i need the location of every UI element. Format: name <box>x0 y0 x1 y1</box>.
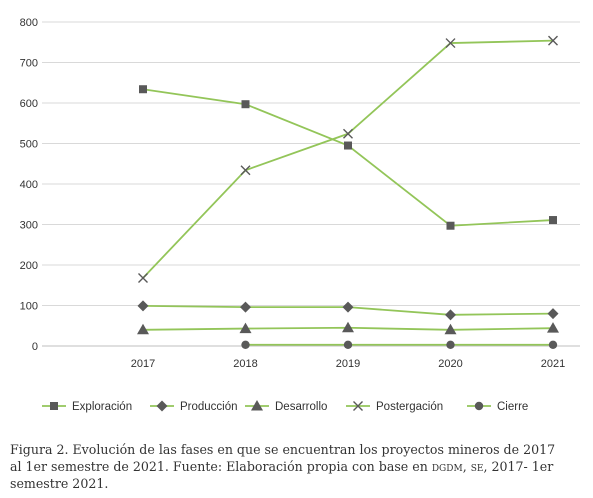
data-point-produccion <box>547 308 559 320</box>
legend-marker-produccion <box>156 400 168 412</box>
data-point-cierre <box>241 340 250 349</box>
legend-label-desarrollo: Desarrollo <box>275 401 327 413</box>
x-tick-label: 2019 <box>336 358 360 370</box>
data-point-produccion <box>137 300 149 312</box>
figure-caption: Figura 2. Evolución de las fases en que … <box>10 441 570 492</box>
y-tick-label: 200 <box>20 260 38 272</box>
data-point-cierre <box>446 340 455 349</box>
caption-tail: , 2017- 1er semestre 2021. <box>10 459 554 491</box>
series-markers <box>137 35 559 349</box>
legend-label-exploracion: Exploración <box>72 401 132 413</box>
y-tick-label: 100 <box>20 301 38 313</box>
legend-marker-exploracion <box>50 402 58 410</box>
data-point-desarrollo <box>342 321 354 333</box>
legend-label-postergacion: Postergación <box>376 401 443 413</box>
y-tick-label: 600 <box>20 98 38 110</box>
y-tick-label: 800 <box>20 17 38 29</box>
data-point-exploracion <box>446 221 455 230</box>
data-point-cierre <box>548 340 558 349</box>
data-point-exploracion <box>139 85 147 94</box>
series-lines <box>142 39 554 346</box>
data-point-desarrollo <box>444 323 457 335</box>
data-point-postergacion <box>445 38 456 49</box>
data-point-produccion <box>240 301 251 313</box>
caption-abbr-se: se <box>470 459 484 474</box>
legend: Exploración Producción Desarrollo Postergac… <box>42 400 528 413</box>
x-axis-tick-labels: 2017 2018 2019 2020 2021 <box>131 358 565 370</box>
y-tick-label: 300 <box>20 220 38 232</box>
legend-marker-cierre <box>474 401 484 411</box>
data-point-exploracion <box>344 141 352 150</box>
data-point-postergacion <box>138 272 148 283</box>
data-point-postergacion <box>548 35 558 46</box>
data-point-postergacion <box>343 128 353 139</box>
data-point-postergacion <box>240 165 251 176</box>
series-line-postergacion <box>142 39 554 279</box>
x-tick-label: 2017 <box>131 358 155 370</box>
data-point-exploracion <box>549 216 557 225</box>
x-tick-label: 2018 <box>233 358 257 370</box>
legend-marker-desarrollo <box>251 400 263 411</box>
x-tick-label: 2021 <box>541 358 565 370</box>
caption-text: Figura 2. Evolución de las fases en que … <box>10 442 556 474</box>
legend-label-cierre: Cierre <box>497 401 528 413</box>
data-point-desarrollo <box>547 322 559 333</box>
y-tick-label: 500 <box>20 139 38 151</box>
data-point-desarrollo <box>137 323 149 335</box>
legend-marker-postergacion <box>353 401 363 411</box>
caption-separator: , <box>462 459 471 474</box>
legend-label-produccion: Producción <box>180 401 238 413</box>
series-line-exploracion <box>142 88 554 227</box>
y-tick-label: 700 <box>20 58 38 70</box>
y-axis-tick-labels: 0 100 200 300 400 500 600 700 800 <box>20 17 38 353</box>
y-tick-label: 0 <box>32 341 38 353</box>
data-point-exploracion <box>241 100 250 109</box>
x-tick-label: 2020 <box>438 358 462 370</box>
data-point-produccion <box>445 309 456 321</box>
y-tick-label: 400 <box>20 179 38 191</box>
data-point-produccion <box>342 301 354 313</box>
gridlines <box>42 21 580 347</box>
data-point-desarrollo <box>239 322 252 334</box>
caption-abbr-dgdm: dgdm <box>431 459 463 474</box>
data-point-cierre <box>343 340 353 349</box>
